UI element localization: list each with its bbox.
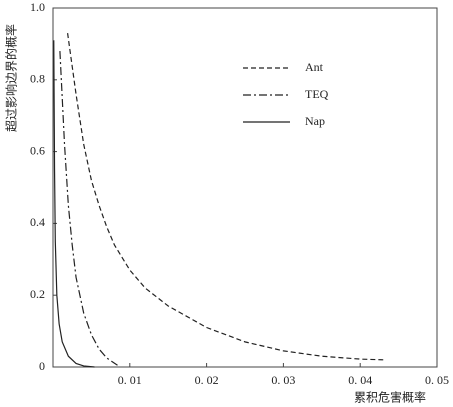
x-tick-label: 0. 02 (195, 373, 219, 387)
y-tick-label: 0.2 (30, 287, 45, 301)
plot-frame (52, 7, 438, 368)
series-line (59, 51, 118, 366)
x-tick-label: 0. 01 (118, 373, 142, 387)
legend-label: Ant (305, 60, 324, 74)
y-tick-label: 0.4 (30, 215, 45, 229)
legend-label: TEQ (305, 87, 329, 101)
y-tick-label: 0 (39, 359, 45, 373)
x-tick-label: 0. 05 (425, 373, 449, 387)
x-tick-label: 0. 03 (271, 373, 295, 387)
x-tick-label: 0. 04 (348, 373, 372, 387)
series-line (53, 40, 95, 368)
y-tick-label: 1.0 (30, 0, 45, 14)
legend-label: Nap (305, 114, 325, 128)
series-line (66, 33, 384, 361)
y-tick-label: 0.8 (30, 72, 45, 86)
x-axis-label: 累积危害概率 (354, 390, 426, 405)
y-axis-label: 超过影响边界的概率 (4, 24, 19, 132)
y-tick-label: 0.6 (30, 143, 45, 157)
